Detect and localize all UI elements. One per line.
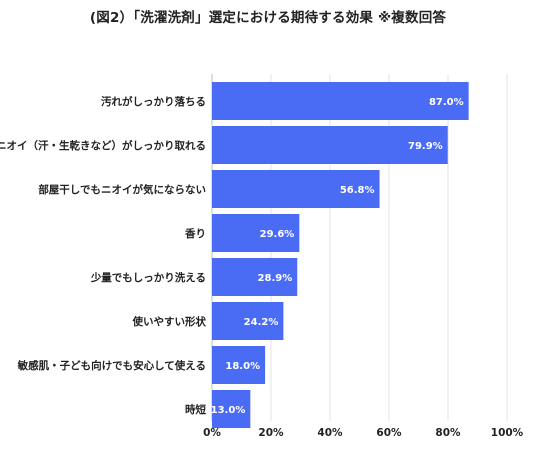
x-tick-label: 80% xyxy=(435,427,461,439)
category-label: 香り xyxy=(184,227,206,240)
category-label: 使いやすい形状 xyxy=(132,315,207,328)
value-label: 13.0% xyxy=(211,405,246,416)
bar xyxy=(212,126,448,164)
value-label: 56.8% xyxy=(340,185,375,196)
x-tick-label: 20% xyxy=(258,427,284,439)
x-tick-label: 60% xyxy=(376,427,402,439)
bar xyxy=(212,214,300,252)
category-label: 少量でもしっかり洗える xyxy=(90,271,206,284)
x-tick-label: 40% xyxy=(317,427,343,439)
chart-title: (図2）「洗濯洗剤」選定における期待する効果 ※複数回答 xyxy=(89,10,447,26)
bar xyxy=(212,390,251,428)
category-label: 敏感肌・子ども向けでも安心して使える xyxy=(17,359,206,372)
category-label: ニオイ（汗・生乾きなど）がしっかり取れる xyxy=(0,139,206,152)
value-label: 28.9% xyxy=(258,273,293,284)
bar xyxy=(212,82,469,120)
value-label: 18.0% xyxy=(225,361,260,372)
x-tick-label: 100% xyxy=(491,427,524,439)
value-label: 79.9% xyxy=(408,141,443,152)
x-tick-label: 0% xyxy=(203,427,221,439)
value-label: 24.2% xyxy=(244,317,279,328)
category-label: 部屋干しでもニオイが気にならない xyxy=(38,183,206,196)
bar xyxy=(212,302,284,340)
bar xyxy=(212,258,298,296)
bar xyxy=(212,346,266,384)
value-label: 29.6% xyxy=(260,229,295,240)
value-label: 87.0% xyxy=(429,97,464,108)
category-label: 時短 xyxy=(185,403,206,416)
bar xyxy=(212,170,380,208)
category-label: 汚れがしっかり落ちる xyxy=(101,95,206,108)
